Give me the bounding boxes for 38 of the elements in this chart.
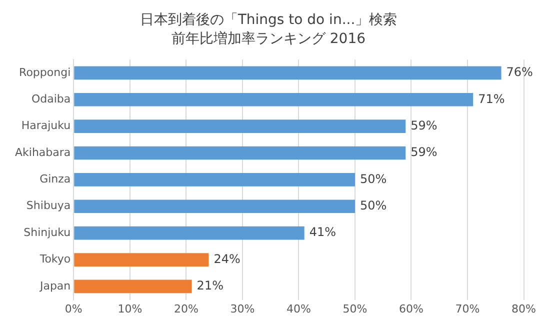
bar (74, 120, 406, 133)
data-label: 24% (214, 252, 240, 266)
y-tick-label: Ginza (40, 172, 71, 186)
data-label: 71% (478, 92, 505, 106)
chart-title: 日本到着後の「Things to do in...」検索 (140, 12, 398, 28)
y-tick-label: Odaiba (31, 92, 71, 106)
bar (74, 146, 406, 160)
x-tick-label: 80% (512, 302, 536, 316)
bar (74, 66, 502, 80)
x-tick-label: 30% (230, 302, 255, 316)
y-tick-label: Akihabara (14, 146, 71, 159)
y-tick-label: Japan (38, 279, 71, 292)
data-label: 50% (360, 172, 387, 186)
data-label: 50% (360, 198, 387, 213)
x-tick-label: 40% (286, 302, 311, 316)
bar (74, 226, 304, 240)
y-tick-label: Shibuya (26, 199, 71, 212)
x-tick-label: 0% (64, 302, 82, 316)
bar (74, 280, 192, 294)
bar (74, 173, 355, 186)
data-label: 76% (506, 65, 533, 80)
bar (74, 253, 209, 266)
y-tick-label: Tokyo (38, 252, 71, 266)
x-tick-label: 20% (174, 302, 198, 316)
y-tick-label: Shinjuku (24, 226, 71, 239)
data-label: 21% (196, 278, 224, 293)
bar (74, 200, 355, 214)
x-tick-label: 10% (118, 302, 142, 316)
chart-subtitle: 前年比増加率ランキング 2016 (171, 30, 366, 47)
data-label: 59% (410, 145, 438, 160)
y-tick-label: Harajuku (21, 119, 71, 132)
bar (74, 92, 474, 106)
x-tick-label: 50% (342, 302, 368, 316)
data-label: 41% (309, 225, 336, 240)
x-tick-label: 60% (399, 302, 424, 316)
x-tick-label: 70% (455, 302, 480, 316)
data-label: 59% (410, 118, 438, 132)
y-tick-label: Roppongi (19, 66, 71, 79)
